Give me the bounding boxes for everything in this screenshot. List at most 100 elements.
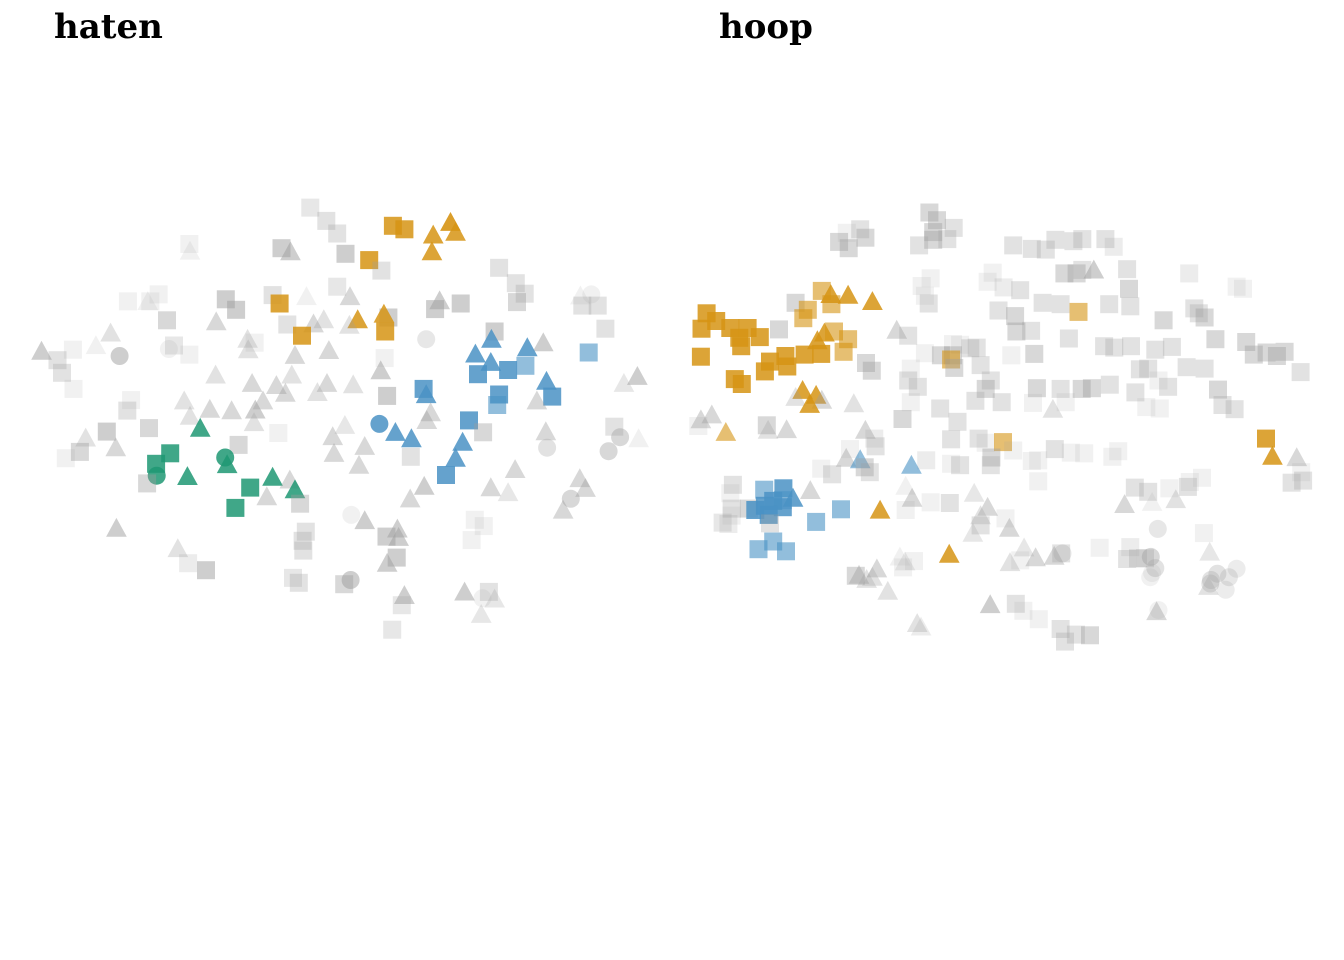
scatter-point-square <box>375 349 394 368</box>
scatter-point-square <box>451 294 470 313</box>
scatter-point-triangle <box>837 284 859 304</box>
scatter-point-square <box>376 322 395 341</box>
scatter-point-circle <box>599 442 618 461</box>
scatter-point-square <box>296 522 315 541</box>
scatter-point-triangle <box>470 604 492 623</box>
scatter-point-square <box>830 232 849 251</box>
scatter-point-square <box>1195 359 1214 378</box>
scatter-point-triangle <box>889 546 911 566</box>
scatter-point-square <box>278 315 297 334</box>
scatter-point-triangle <box>415 384 437 404</box>
scatter-point-triangle <box>348 454 370 474</box>
scatter-point-square <box>948 412 967 431</box>
scatter-point-square <box>1029 451 1048 470</box>
scatter-point-triangle <box>962 522 984 542</box>
scatter-point-triangle <box>284 479 306 499</box>
scatter-point-square <box>981 456 1000 475</box>
scatter-point-triangle <box>757 419 779 439</box>
scatter-point-circle <box>1201 574 1220 593</box>
scatter-point-square <box>1052 544 1071 563</box>
scatter-point-square <box>778 357 797 376</box>
scatter-point-square <box>63 340 82 359</box>
scatter-point-circle <box>1141 547 1160 566</box>
scatter-point-square <box>465 510 484 529</box>
scatter-point-square <box>1162 337 1181 356</box>
scatter-point-square <box>992 393 1011 412</box>
scatter-point-square <box>894 558 913 577</box>
scatter-point-square <box>1257 429 1275 448</box>
scatter-point-triangle <box>1114 494 1135 513</box>
scatter-plot-hoop <box>689 203 1313 651</box>
scatter-point-square <box>165 336 183 355</box>
scatter-point-triangle <box>848 564 870 584</box>
scatter-point-triangle <box>284 345 306 364</box>
scatter-point-square <box>1014 601 1033 620</box>
scatter-point-square <box>795 345 814 364</box>
scatter-point-triangle <box>318 340 340 359</box>
scatter-point-square <box>1194 524 1213 543</box>
scatter-point-square <box>1006 594 1025 613</box>
scatter-point-square <box>401 447 420 466</box>
scatter-point-triangle <box>849 449 871 469</box>
scatter-point-square <box>1139 482 1158 501</box>
scatter-point-square <box>395 220 414 239</box>
scatter-point-triangle <box>173 390 195 410</box>
scatter-point-triangle <box>800 480 821 499</box>
scatter-point-square <box>989 301 1008 320</box>
scatter-point-circle <box>159 340 178 358</box>
scatter-point-square <box>289 573 308 592</box>
scatter-point-triangle <box>339 286 361 306</box>
scatter-point-triangle <box>100 322 121 342</box>
scatter-point-square <box>1067 264 1086 283</box>
scatter-point-square <box>862 361 881 380</box>
scatter-point-triangle <box>1199 541 1220 561</box>
scatter-point-square <box>1022 321 1041 340</box>
scatter-point-square <box>794 309 813 328</box>
scatter-point-circle <box>417 330 436 349</box>
scatter-point-triangle <box>347 309 368 329</box>
scatter-point-square <box>1056 393 1075 412</box>
scatter-point-square <box>1061 443 1080 462</box>
scatter-point-square <box>832 500 850 519</box>
scatter-point-triangle <box>189 417 211 437</box>
scatter-point-square <box>942 430 961 449</box>
scatter-point-square <box>1136 549 1154 568</box>
scatter-point-square <box>588 296 607 315</box>
scatter-point-triangle <box>313 309 335 329</box>
scatter-point-square <box>56 449 75 468</box>
scatter-point-square <box>1125 478 1144 497</box>
scatter-point-square <box>1100 375 1119 394</box>
scatter-point-square <box>982 448 1001 467</box>
scatter-point-triangle <box>570 285 591 305</box>
scatter-point-circle <box>611 428 630 447</box>
scatter-point-square <box>1177 358 1196 377</box>
scatter-point-square <box>971 356 990 375</box>
scatter-point-triangle <box>385 422 406 441</box>
scatter-point-square <box>1225 400 1244 419</box>
scatter-point-square <box>328 224 347 243</box>
scatter-point-triangle <box>322 426 344 446</box>
scatter-point-triangle <box>532 332 554 352</box>
scatter-point-square <box>437 466 455 484</box>
scatter-point-square <box>291 494 310 513</box>
scatter-point-square <box>1292 463 1311 482</box>
scatter-point-square <box>1189 304 1208 323</box>
scatter-point-square <box>994 278 1013 297</box>
scatter-point-square <box>1046 230 1065 249</box>
scatter-point-square <box>755 362 774 381</box>
scatter-point-square <box>1064 232 1083 251</box>
scatter-point-square <box>961 339 980 358</box>
scatter-point-square <box>149 285 168 304</box>
scatter-point-square <box>770 320 788 339</box>
scatter-point-square <box>837 223 856 242</box>
scatter-point-triangle <box>866 558 888 578</box>
scatter-point-triangle <box>938 543 960 563</box>
scatter-point-triangle <box>1043 545 1065 565</box>
scatter-point-square <box>1160 479 1179 498</box>
scatter-point-triangle <box>339 314 360 334</box>
scatter-point-square <box>1213 396 1232 414</box>
scatter-point-square <box>1244 345 1263 364</box>
scatter-point-square <box>372 261 391 280</box>
scatter-point-circle <box>147 466 166 485</box>
